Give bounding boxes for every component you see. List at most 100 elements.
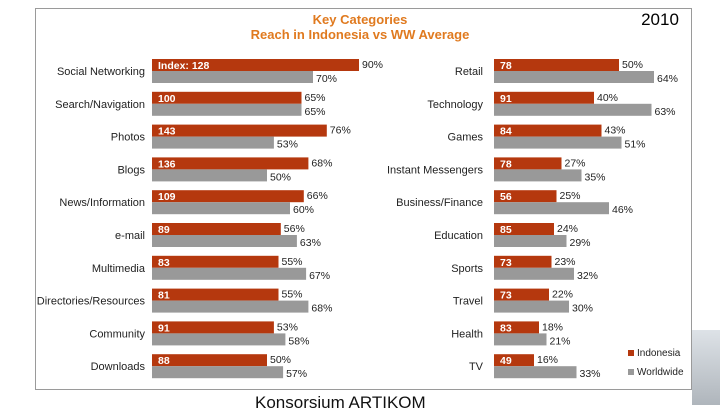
left-value-label-worldwide: 63% bbox=[300, 237, 321, 249]
right-bar-worldwide bbox=[494, 169, 582, 182]
right-bar-worldwide bbox=[494, 136, 622, 149]
right-value-label-indonesia: 22% bbox=[552, 289, 573, 301]
left-category-label: News/Information bbox=[59, 197, 145, 209]
right-category-label: Sports bbox=[451, 263, 483, 275]
right-category-label: Retail bbox=[455, 66, 483, 78]
left-bar-indonesia bbox=[152, 59, 359, 71]
left-index-label: 81 bbox=[158, 290, 170, 302]
right-bar-worldwide bbox=[494, 202, 609, 215]
left-bar-worldwide bbox=[152, 136, 274, 149]
right-index-label: 73 bbox=[500, 257, 512, 269]
left-value-label-indonesia: 50% bbox=[270, 354, 291, 366]
left-bar-worldwide bbox=[152, 300, 309, 313]
left-value-label-indonesia: 55% bbox=[282, 289, 303, 301]
right-bar-worldwide bbox=[494, 267, 574, 280]
chart-title: Key Categories Reach in Indonesia vs WW … bbox=[0, 12, 720, 42]
caption: Konsorsium ARTIKOM bbox=[255, 393, 426, 412]
right-index-label: 56 bbox=[500, 191, 512, 203]
year-label: 2010 bbox=[641, 10, 679, 29]
chart-title-line2: Reach in Indonesia vs WW Average bbox=[250, 27, 470, 42]
left-bar-worldwide bbox=[152, 103, 302, 116]
right-category-label: Technology bbox=[427, 99, 483, 111]
left-value-label-indonesia: 65% bbox=[305, 92, 326, 104]
left-value-label-worldwide: 65% bbox=[305, 106, 326, 118]
right-value-label-worldwide: 35% bbox=[585, 171, 606, 183]
right-category-label: Games bbox=[448, 132, 484, 144]
right-index-label: 85 bbox=[500, 224, 512, 236]
left-value-label-worldwide: 50% bbox=[270, 171, 291, 183]
right-bar-worldwide bbox=[494, 333, 547, 346]
left-category-label: e-mail bbox=[115, 230, 145, 242]
left-bar-indonesia bbox=[152, 288, 279, 301]
left-category-label: Photos bbox=[111, 132, 146, 144]
right-value-label-worldwide: 51% bbox=[625, 139, 646, 151]
left-value-label-worldwide: 67% bbox=[309, 270, 330, 282]
right-index-label: 91 bbox=[500, 93, 512, 105]
right-bar-worldwide bbox=[494, 300, 569, 313]
legend-label-indonesia: Indonesia bbox=[637, 348, 681, 359]
right-bar-indonesia bbox=[494, 223, 554, 235]
left-value-label-indonesia: 68% bbox=[311, 157, 332, 169]
right-value-label-indonesia: 23% bbox=[555, 256, 576, 268]
right-bar-indonesia bbox=[494, 124, 602, 137]
right-bar-worldwide bbox=[494, 71, 654, 83]
right-bar-indonesia bbox=[494, 157, 562, 170]
right-bar-indonesia bbox=[494, 354, 534, 367]
left-category-label: Community bbox=[89, 328, 145, 340]
left-bar-indonesia bbox=[152, 91, 302, 104]
right-category-label: Travel bbox=[453, 296, 483, 308]
right-value-label-worldwide: 32% bbox=[577, 270, 598, 282]
left-category-label: Blogs bbox=[117, 164, 145, 176]
left-bar-indonesia bbox=[152, 321, 274, 334]
right-value-label-indonesia: 24% bbox=[557, 223, 578, 235]
right-bar-indonesia bbox=[494, 255, 552, 268]
right-value-label-worldwide: 30% bbox=[572, 303, 593, 315]
left-index-label: 143 bbox=[158, 126, 176, 138]
left-value-label-indonesia: 56% bbox=[284, 223, 305, 235]
right-category-label: Instant Messengers bbox=[387, 164, 483, 176]
left-value-label-worldwide: 57% bbox=[286, 368, 307, 380]
right-value-label-indonesia: 43% bbox=[605, 125, 626, 137]
right-index-label: 83 bbox=[500, 322, 512, 334]
right-category-label: TV bbox=[469, 361, 484, 373]
left-index-label: 83 bbox=[158, 257, 170, 269]
left-bar-worldwide bbox=[152, 267, 307, 280]
left-bar-worldwide bbox=[152, 366, 284, 379]
left-value-label-worldwide: 60% bbox=[293, 204, 314, 216]
legend-label-worldwide: Worldwide bbox=[637, 367, 684, 378]
chart-title-line1: Key Categories bbox=[312, 12, 408, 27]
right-bar-indonesia bbox=[494, 288, 549, 301]
left-category-label: Search/Navigation bbox=[55, 99, 145, 111]
left-value-label-indonesia: 55% bbox=[282, 256, 303, 268]
left-value-label-indonesia: 66% bbox=[307, 190, 328, 202]
right-category-label: Business/Finance bbox=[396, 197, 483, 209]
left-index-label: 89 bbox=[158, 224, 170, 236]
right-index-label: 84 bbox=[500, 126, 512, 138]
right-index-label: 78 bbox=[500, 158, 512, 170]
right-bar-worldwide bbox=[494, 103, 652, 116]
left-bar-worldwide bbox=[152, 333, 286, 346]
right-value-label-worldwide: 33% bbox=[580, 368, 601, 380]
left-value-label-worldwide: 53% bbox=[277, 139, 298, 151]
right-bar-worldwide bbox=[494, 235, 567, 247]
right-value-label-worldwide: 64% bbox=[657, 73, 678, 85]
left-value-label-worldwide: 68% bbox=[311, 303, 332, 315]
left-category-label: Downloads bbox=[91, 361, 146, 373]
right-value-label-indonesia: 25% bbox=[560, 190, 581, 202]
right-value-label-worldwide: 29% bbox=[570, 237, 591, 249]
right-value-label-indonesia: 18% bbox=[542, 321, 563, 333]
left-value-label-indonesia: 76% bbox=[330, 125, 351, 137]
left-index-label: 88 bbox=[158, 355, 170, 367]
left-bar-indonesia bbox=[152, 255, 279, 268]
left-bar-worldwide bbox=[152, 71, 313, 83]
right-bar-indonesia bbox=[494, 321, 539, 334]
right-bar-indonesia bbox=[494, 190, 557, 203]
left-bar-indonesia bbox=[152, 354, 267, 367]
left-index-label: 109 bbox=[158, 191, 176, 203]
decorative-image bbox=[692, 330, 720, 405]
right-value-label-worldwide: 21% bbox=[550, 335, 571, 347]
right-bar-worldwide bbox=[494, 366, 577, 379]
right-bar-indonesia bbox=[494, 59, 619, 71]
left-value-label-indonesia: 90% bbox=[362, 59, 383, 71]
